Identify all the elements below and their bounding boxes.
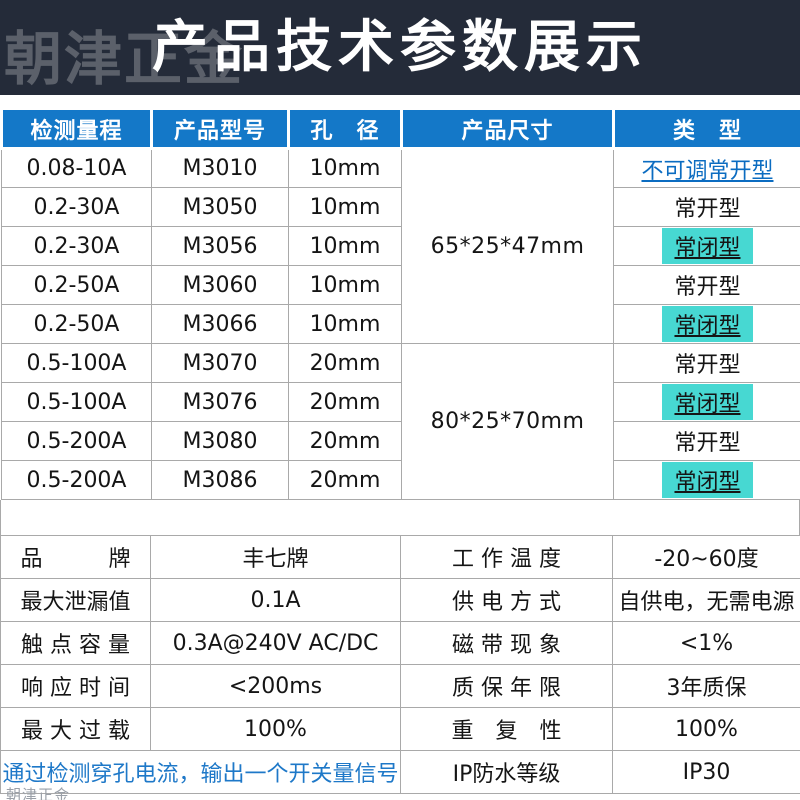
detail-label: 供 电 方 式 [400, 578, 613, 622]
detail-label: 工 作 温 度 [400, 535, 613, 579]
range-cell: 0.5-100A [1, 382, 152, 422]
header-product-size: 产品尺寸 [400, 107, 615, 150]
range-cell: 0.2-50A [1, 304, 152, 344]
hole-cell: 10mm [288, 304, 402, 344]
detail-value: 100% [150, 707, 401, 751]
detail-value: IP30 [612, 750, 800, 794]
detail-value: <1% [612, 621, 800, 665]
detail-row: 响 应 时 间 <200ms 质 保 年 限 3年质保 [0, 664, 800, 708]
size-cell: 65*25*47mm [401, 148, 614, 344]
detail-note: 通过检测穿孔电流，输出一个开关量信号 [0, 750, 401, 794]
detail-label: 磁 带 现 象 [400, 621, 613, 665]
model-cell: M3060 [151, 265, 289, 305]
model-cell: M3070 [151, 343, 289, 383]
type-cell: 常闭型 [613, 304, 800, 344]
detail-table: 品 牌 丰七牌 工 作 温 度 -20~60度 最大泄漏值 0.1A 供 电 方… [0, 535, 800, 794]
header-type: 类 型 [612, 107, 800, 150]
detail-label: 最大泄漏值 [0, 578, 151, 622]
detail-row: 最 大 过 载 100% 重 复 性 100% [0, 707, 800, 751]
page-title: 产品技术参数展示 [152, 15, 648, 80]
table-row: 0.5-100A M3076 20mm 常闭型 [1, 382, 800, 422]
model-cell: M3010 [151, 148, 289, 188]
table-spacer [0, 500, 800, 535]
model-cell: M3056 [151, 226, 289, 266]
range-cell: 0.08-10A [1, 148, 152, 188]
detail-label: IP防水等级 [400, 750, 613, 794]
detail-row: 通过检测穿孔电流，输出一个开关量信号 IP防水等级 IP30 [0, 750, 800, 794]
detail-row: 品 牌 丰七牌 工 作 温 度 -20~60度 [0, 535, 800, 579]
detail-row: 最大泄漏值 0.1A 供 电 方 式 自供电，无需电源 [0, 578, 800, 622]
detail-value: 0.1A [150, 578, 401, 622]
model-cell: M3076 [151, 382, 289, 422]
type-link[interactable]: 不可调常开型 [641, 158, 774, 184]
type-highlight[interactable]: 常闭型 [662, 306, 753, 342]
type-cell: 常开型 [613, 265, 800, 305]
title-banner: 朝津正金 产品技术参数展示 [0, 0, 800, 95]
table-row: 0.2-50A M3060 10mm 常开型 [1, 265, 800, 305]
hole-cell: 10mm [288, 226, 402, 266]
size-cell: 80*25*70mm [401, 343, 614, 500]
range-cell: 0.5-200A [1, 421, 152, 461]
detail-value: 自供电，无需电源 [612, 578, 800, 622]
type-cell: 常闭型 [613, 460, 800, 500]
detail-label: 品 牌 [0, 535, 151, 579]
header-model: 产品型号 [150, 107, 290, 150]
detail-row: 触 点 容 量 0.3A@240V AC/DC 磁 带 现 象 <1% [0, 621, 800, 665]
range-cell: 0.2-30A [1, 187, 152, 227]
detail-value: 0.3A@240V AC/DC [150, 621, 401, 665]
detail-label: 质 保 年 限 [400, 664, 613, 708]
table-row: 0.5-200A M3080 20mm 常开型 [1, 421, 800, 461]
detail-label: 重 复 性 [400, 707, 613, 751]
type-cell: 常开型 [613, 421, 800, 461]
hole-cell: 10mm [288, 187, 402, 227]
detail-value: <200ms [150, 664, 401, 708]
type-cell: 常闭型 [613, 382, 800, 422]
model-cell: M3080 [151, 421, 289, 461]
range-cell: 0.2-30A [1, 226, 152, 266]
hole-cell: 20mm [288, 343, 402, 383]
spec-table: 检测量程 产品型号 孔 径 产品尺寸 类 型 0.08-10A M3010 10… [0, 107, 800, 500]
header-hole-diameter: 孔 径 [287, 107, 403, 150]
hole-cell: 10mm [288, 148, 402, 188]
type-highlight[interactable]: 常闭型 [662, 384, 753, 420]
model-cell: M3086 [151, 460, 289, 500]
table-row: 0.08-10A M3010 10mm 65*25*47mm 不可调常开型 [1, 148, 800, 344]
type-cell: 不可调常开型 [613, 148, 800, 188]
model-cell: M3050 [151, 187, 289, 227]
header-detect-range: 检测量程 [0, 107, 153, 150]
hole-cell: 20mm [288, 421, 402, 461]
detail-label: 触 点 容 量 [0, 621, 151, 665]
table-row: 0.2-30A M3056 10mm 常闭型 [1, 226, 800, 266]
table-row: 0.5-100A M3070 20mm 80*25*70mm 常开型 [1, 343, 800, 500]
detail-value: -20~60度 [612, 535, 800, 579]
table-row: 0.5-200A M3086 20mm 常闭型 [1, 460, 800, 500]
range-cell: 0.5-200A [1, 460, 152, 500]
banner-table-gap [0, 95, 800, 107]
type-cell: 常闭型 [613, 226, 800, 266]
type-highlight[interactable]: 常闭型 [662, 228, 753, 264]
range-cell: 0.2-50A [1, 265, 152, 305]
detail-value: 丰七牌 [150, 535, 401, 579]
hole-cell: 20mm [288, 460, 402, 500]
hole-cell: 20mm [288, 382, 402, 422]
table-row: 0.2-30A M3050 10mm 常开型 [1, 187, 800, 227]
detail-label: 最 大 过 载 [0, 707, 151, 751]
detail-label: 响 应 时 间 [0, 664, 151, 708]
banner-watermark: 朝津正金 [4, 25, 245, 93]
detail-value: 3年质保 [612, 664, 800, 708]
type-cell: 常开型 [613, 343, 800, 383]
type-cell: 常开型 [613, 187, 800, 227]
range-cell: 0.5-100A [1, 343, 152, 383]
hole-cell: 10mm [288, 265, 402, 305]
spec-header-row: 检测量程 产品型号 孔 径 产品尺寸 类 型 [0, 107, 800, 150]
detail-value: 100% [612, 707, 800, 751]
footer-watermark: 朝津正金 [6, 786, 71, 800]
type-highlight[interactable]: 常闭型 [662, 462, 753, 498]
table-row: 0.2-50A M3066 10mm 常闭型 [1, 304, 800, 344]
model-cell: M3066 [151, 304, 289, 344]
